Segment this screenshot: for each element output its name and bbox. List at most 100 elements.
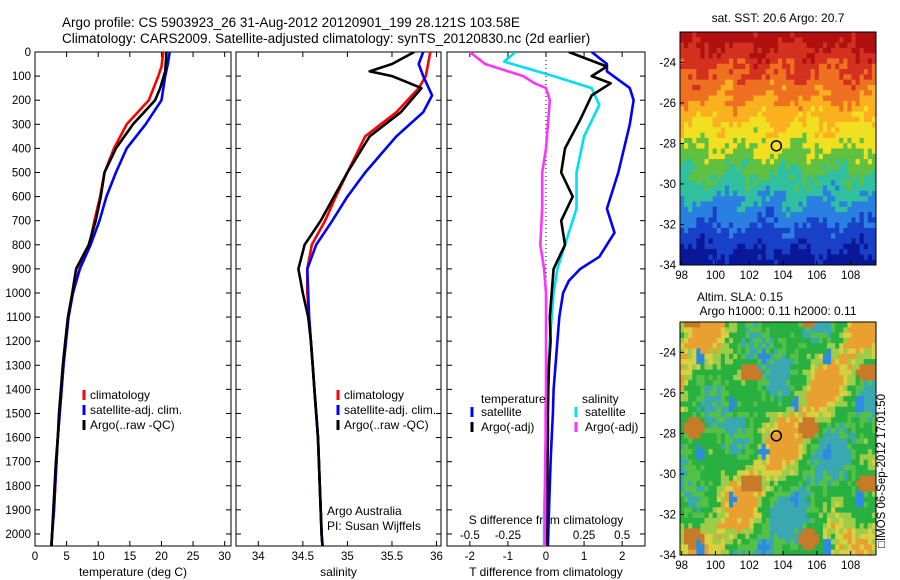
sla_map-cell (765, 343, 771, 349)
sst_map-cell (847, 185, 852, 192)
sla_map-cell (708, 528, 714, 535)
sla_map-cell (733, 491, 738, 498)
sst_map-cell (765, 132, 771, 139)
sla_map-cell (835, 412, 840, 418)
sla_map-cell (680, 480, 685, 487)
sla_map-cell (773, 475, 779, 482)
sla_map-cell (786, 496, 791, 503)
sst_map-cell (798, 132, 803, 139)
sla_map-cell (835, 380, 840, 386)
sla_map-cell (729, 412, 734, 418)
sla_map-cell (818, 533, 824, 540)
sla_map-cell (806, 459, 812, 466)
sst_map-cell (733, 148, 738, 155)
sst_map-cell (729, 143, 734, 149)
sla_map-cell (778, 401, 783, 408)
sla_map-cell (712, 464, 718, 471)
sla_map-cell (700, 517, 705, 524)
sst_map-cell (778, 69, 783, 75)
sst_map-cell (847, 111, 852, 118)
sla_map-cell (737, 475, 742, 482)
sst_map-cell (692, 190, 697, 197)
sst_map-cell (765, 106, 771, 112)
sst_map-cell (712, 233, 718, 239)
sst_map-cell (720, 159, 726, 165)
sst_map-cell (737, 180, 742, 186)
sst_map-cell (867, 233, 873, 239)
sla_map-cell (753, 374, 758, 381)
sla_map-cell (839, 406, 844, 413)
sst_map-cell (851, 243, 856, 250)
sla_map-cell (765, 486, 771, 492)
sla_map-cell (851, 390, 856, 397)
sst_map-cell (724, 174, 730, 181)
sst_map-cell (737, 53, 742, 59)
sla_map-cell (790, 507, 795, 514)
sla_map-cell (802, 327, 807, 333)
sst_map-cell (753, 47, 758, 54)
sla_map-cell (827, 359, 832, 365)
sst_map-cell (839, 180, 844, 186)
sla_map-cell (720, 475, 726, 482)
sst_map-cell (769, 111, 775, 118)
sla_map-cell (818, 449, 824, 455)
sla_map-cell (810, 359, 816, 365)
sla_map-cell (733, 327, 738, 333)
sst_map-cell (835, 127, 840, 134)
sla_map-cell (724, 369, 730, 376)
sst_map-cell (794, 111, 799, 118)
sst_map-cell (863, 159, 869, 165)
sla_map-cell (680, 464, 685, 471)
sst_map-cell (708, 79, 714, 86)
sst_map-cell (810, 206, 816, 213)
sla_map-cell (712, 438, 718, 445)
sla_map-cell (822, 422, 828, 429)
sst_map-cell (680, 37, 685, 43)
sla_map-cell (867, 427, 873, 434)
sst_map-cell (688, 127, 693, 134)
sst_map-cell (692, 148, 697, 155)
sla_map-cell (749, 343, 754, 349)
sst_map-cell (835, 174, 840, 181)
sst_map-cell (704, 106, 709, 112)
sst_map-cell (708, 196, 714, 202)
sla_map-cell (745, 433, 750, 439)
sst_map-cell (822, 185, 828, 192)
sst_map-cell (704, 164, 709, 171)
sst_map-cell (794, 217, 799, 224)
sst_map-cell (810, 159, 816, 165)
sst_map-cell (716, 84, 722, 91)
sst_map-cell (859, 148, 865, 155)
sla_map-cell (753, 496, 758, 503)
sla_map-cell (794, 401, 799, 408)
sla_map-cell (737, 327, 742, 333)
sla_map-cell (782, 353, 787, 360)
sst_map-cell (798, 32, 803, 38)
sla_map-cell (839, 380, 844, 386)
sst_map-cell (786, 259, 791, 266)
sst_map-cell (810, 137, 816, 144)
sst_map-cell (773, 169, 779, 176)
sla_map-cell (790, 496, 795, 503)
sst_map-cell (855, 243, 861, 250)
sst_map-cell (716, 47, 722, 54)
sla_map-cell (831, 528, 836, 535)
sst_map-cell (741, 206, 746, 213)
sst_map-cell (810, 185, 816, 192)
sla_map-cell (843, 449, 848, 455)
sla_map-cell (827, 459, 832, 466)
sst_map-cell (773, 174, 779, 181)
sst_map-cell (708, 243, 714, 250)
sst_map-cell (684, 32, 689, 38)
sst_map-cell (741, 84, 746, 91)
sla_map-cell (794, 528, 799, 535)
sla_map-cell (839, 422, 844, 429)
sla_map-cell (729, 438, 734, 445)
sla_map-cell (692, 332, 697, 339)
sst_map-cell (778, 249, 783, 255)
sst_map-cell (859, 159, 865, 165)
sst_map-cell (831, 84, 836, 91)
sst_map-cell (867, 90, 873, 96)
sla_map-cell (696, 337, 701, 344)
sla_map-cell (798, 454, 803, 461)
